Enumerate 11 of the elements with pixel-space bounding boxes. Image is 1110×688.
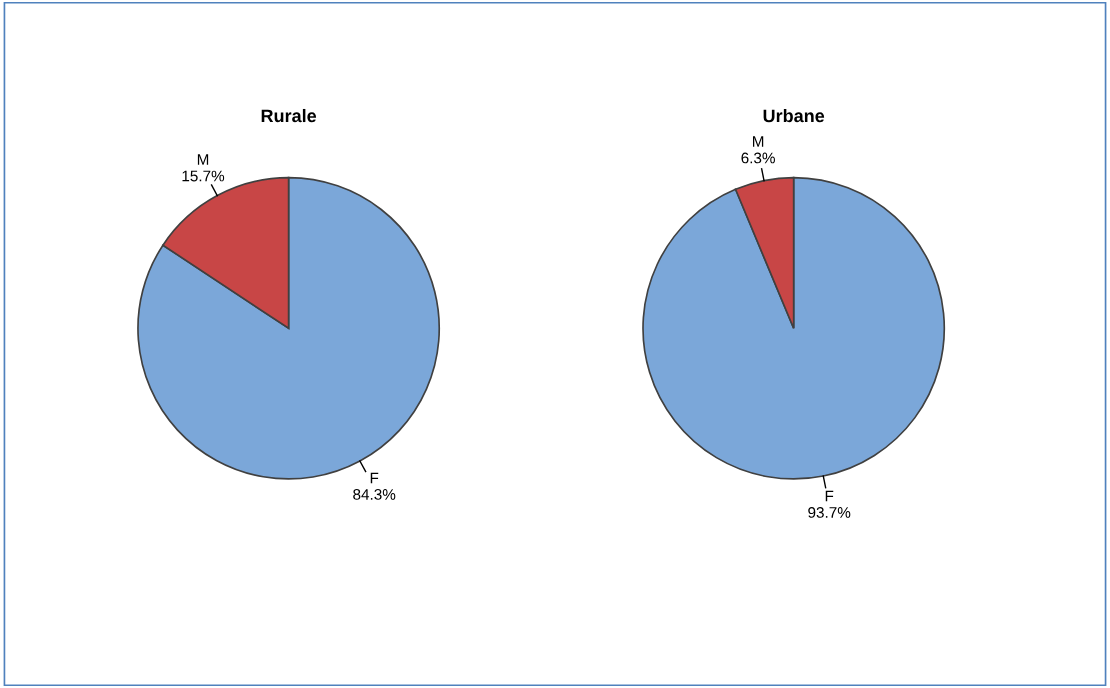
slice-label: M xyxy=(753,136,764,147)
chart-title: Rurale xyxy=(261,108,317,123)
data-label: 93.7% xyxy=(808,507,851,518)
data-label: 84.3% xyxy=(353,489,396,500)
chart-title: Urbane xyxy=(763,108,825,123)
pie-slice xyxy=(642,176,946,480)
data-label: 15.7% xyxy=(182,170,225,182)
data-label: 6.3% xyxy=(741,152,775,164)
slice-label: M xyxy=(197,154,209,165)
slice-label: F xyxy=(825,490,834,502)
slice-label: F xyxy=(370,472,379,484)
